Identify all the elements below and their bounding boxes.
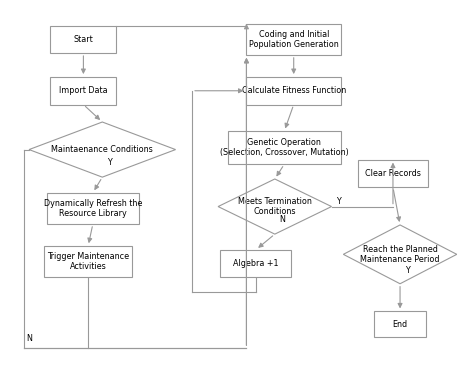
Text: Clear Records: Clear Records	[365, 169, 421, 178]
FancyBboxPatch shape	[220, 250, 292, 277]
Text: N: N	[280, 215, 285, 224]
FancyBboxPatch shape	[50, 25, 117, 53]
Text: Start: Start	[73, 35, 93, 44]
FancyBboxPatch shape	[374, 311, 426, 337]
Polygon shape	[29, 122, 175, 177]
Text: Algebra +1: Algebra +1	[233, 259, 279, 268]
Text: N: N	[27, 334, 33, 344]
FancyBboxPatch shape	[228, 131, 341, 164]
Text: Reach the Planned
Maintenance Period: Reach the Planned Maintenance Period	[360, 245, 440, 264]
Text: Y: Y	[336, 197, 341, 206]
Text: Meets Termination
Conditions: Meets Termination Conditions	[238, 197, 312, 216]
Polygon shape	[343, 225, 457, 284]
Text: Maintaenance Conditions: Maintaenance Conditions	[52, 145, 153, 154]
Text: Import Data: Import Data	[59, 86, 108, 95]
Text: Genetic Operation
(Selection, Crossover, Mutation): Genetic Operation (Selection, Crossover,…	[220, 138, 349, 158]
Text: Calculate Fitness Function: Calculate Fitness Function	[242, 86, 346, 95]
Polygon shape	[218, 179, 331, 234]
Text: Trigger Maintenance
Activities: Trigger Maintenance Activities	[47, 252, 129, 271]
FancyBboxPatch shape	[357, 160, 428, 187]
Text: End: End	[392, 320, 408, 329]
Text: Coding and Initial
Population Generation: Coding and Initial Population Generation	[249, 30, 338, 49]
Text: Y: Y	[107, 158, 112, 167]
FancyBboxPatch shape	[50, 77, 117, 104]
FancyBboxPatch shape	[246, 24, 341, 55]
Text: Y: Y	[405, 266, 410, 275]
FancyBboxPatch shape	[47, 193, 139, 224]
FancyBboxPatch shape	[246, 77, 341, 104]
Text: Dynamically Refresh the
Resource Library: Dynamically Refresh the Resource Library	[44, 199, 142, 218]
FancyBboxPatch shape	[45, 246, 132, 277]
